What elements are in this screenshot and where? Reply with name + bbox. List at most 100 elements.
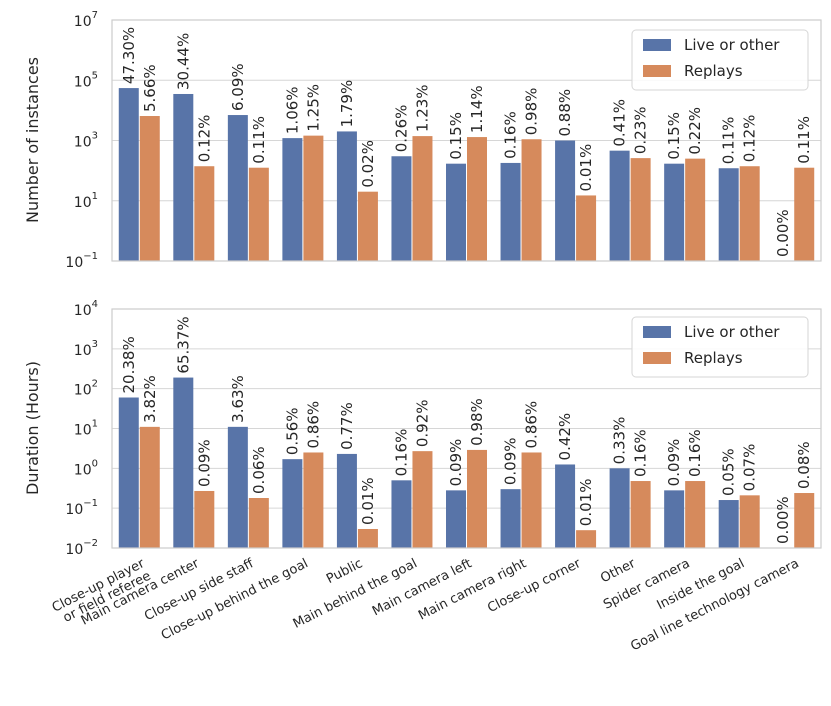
bar-label-live: 0.88% — [556, 89, 574, 137]
bar-label-replays: 0.07% — [741, 444, 759, 492]
bar-label-replays: 0.01% — [359, 477, 377, 525]
x-tick-label-line: Public — [324, 556, 365, 587]
bar-label-replays: 0.86% — [523, 401, 541, 449]
bar-label-live: 0.33% — [611, 417, 629, 465]
y-tick-label: 10−1 — [65, 498, 98, 518]
legend: Live or other Replays — [631, 316, 809, 378]
bar-label-live: 0.00% — [774, 496, 792, 544]
bar-live — [718, 500, 739, 548]
bar-label-live: 0.11% — [720, 117, 738, 165]
bar-label-replays: 0.92% — [413, 399, 431, 447]
bar-replays — [685, 481, 706, 548]
bar-label-live: 0.42% — [556, 413, 574, 461]
bar-live — [555, 140, 576, 261]
bar-label-live: 0.16% — [392, 429, 410, 477]
bar-replays — [303, 135, 324, 261]
y-tick-label: 10−2 — [65, 538, 98, 558]
bar-label-live: 1.79% — [338, 80, 356, 128]
bar-live — [336, 453, 357, 548]
y-tick-exponent: 4 — [92, 299, 98, 310]
bar-replays — [630, 158, 651, 261]
bar-label-live: 3.63% — [229, 375, 247, 423]
y-tick-label: 101 — [74, 191, 98, 211]
y-tick-base: 10 — [65, 502, 83, 518]
bar-live — [664, 490, 685, 548]
bar-replays — [685, 158, 706, 261]
bar-label-live: 0.05% — [720, 448, 738, 496]
y-tick-base: 10 — [74, 195, 92, 211]
bar-label-replays: 0.12% — [195, 115, 213, 163]
bar-live — [282, 138, 303, 261]
y-tick-exponent: 5 — [92, 70, 98, 81]
bar-live — [555, 464, 576, 548]
x-tick-label-line: Close-up corner — [485, 556, 584, 616]
y-tick-label: 104 — [74, 299, 98, 319]
bar-live — [500, 489, 521, 548]
bar-replays — [467, 449, 487, 548]
y-tick-label: 10−1 — [65, 251, 98, 271]
bar-label-replays: 0.11% — [250, 116, 268, 164]
bar-label-live: 0.77% — [338, 402, 356, 450]
bar-replays — [576, 530, 597, 548]
bar-replays — [139, 426, 160, 548]
bar-label-replays: 0.22% — [686, 107, 704, 155]
bar-label-replays: 0.01% — [577, 479, 595, 527]
y-tick-base: 10 — [74, 303, 92, 319]
bar-label-replays: 3.82% — [141, 375, 159, 423]
bar-live — [664, 163, 685, 261]
bar-label-replays: 0.23% — [632, 106, 650, 154]
bar-replays — [357, 528, 378, 548]
bar-live — [500, 162, 521, 261]
y-tick-exponent: 1 — [92, 419, 98, 430]
x-tick-label: Close-up corner — [485, 556, 584, 616]
y-tick-label: 103 — [74, 339, 98, 359]
bar-replays — [412, 136, 433, 261]
bar-label-replays: 5.66% — [141, 64, 159, 112]
y-tick-base: 10 — [74, 423, 92, 439]
legend-swatch — [643, 65, 671, 77]
bar-label-live: 0.56% — [283, 407, 301, 455]
bar-label-replays: 0.02% — [359, 140, 377, 188]
y-tick-base: 10 — [74, 462, 92, 478]
bar-label-replays: 0.98% — [523, 88, 541, 136]
bar-replays — [794, 167, 815, 261]
y-tick-exponent: −1 — [83, 251, 98, 262]
bar-label-replays: 0.01% — [577, 144, 595, 192]
y-tick-exponent: 7 — [92, 10, 98, 21]
y-tick-base: 10 — [74, 74, 92, 90]
legend-swatch — [643, 352, 671, 364]
plot-frame — [111, 19, 822, 262]
bar-live — [718, 168, 739, 261]
bar-label-live: 30.44% — [174, 33, 192, 90]
bar-replays — [248, 167, 269, 261]
bar-label-replays: 0.11% — [795, 116, 813, 164]
bar-replays — [630, 481, 651, 548]
bar-replays — [739, 166, 760, 261]
bar-replays — [194, 166, 215, 261]
y-tick-exponent: −1 — [83, 498, 98, 509]
y-tick-base: 10 — [74, 343, 92, 359]
bar-label-live: 0.26% — [392, 105, 410, 153]
bar-replays — [139, 116, 160, 261]
legend-box — [631, 29, 809, 91]
legend: Live or other Replays — [631, 29, 809, 91]
legend-entry: Live or other — [684, 36, 780, 54]
bar-label-live: 0.16% — [502, 111, 520, 159]
legend-entry: Replays — [684, 62, 743, 80]
bar-live — [446, 163, 466, 261]
bar-live — [609, 150, 630, 261]
bar-replays — [576, 195, 597, 261]
bar-live — [282, 459, 303, 548]
y-tick-label: 107 — [74, 10, 98, 30]
bar-label-replays: 0.98% — [468, 398, 486, 446]
y-axis-label: Number of instances — [23, 57, 42, 223]
bar-label-replays: 1.23% — [413, 84, 431, 132]
bar-label-replays: 0.12% — [741, 115, 759, 163]
bar-label-replays: 0.16% — [632, 429, 650, 477]
legend-entry: Live or other — [684, 323, 780, 341]
bar-label-replays: 0.16% — [686, 429, 704, 477]
bar-live — [227, 115, 248, 262]
y-tick-base: 10 — [65, 542, 83, 558]
